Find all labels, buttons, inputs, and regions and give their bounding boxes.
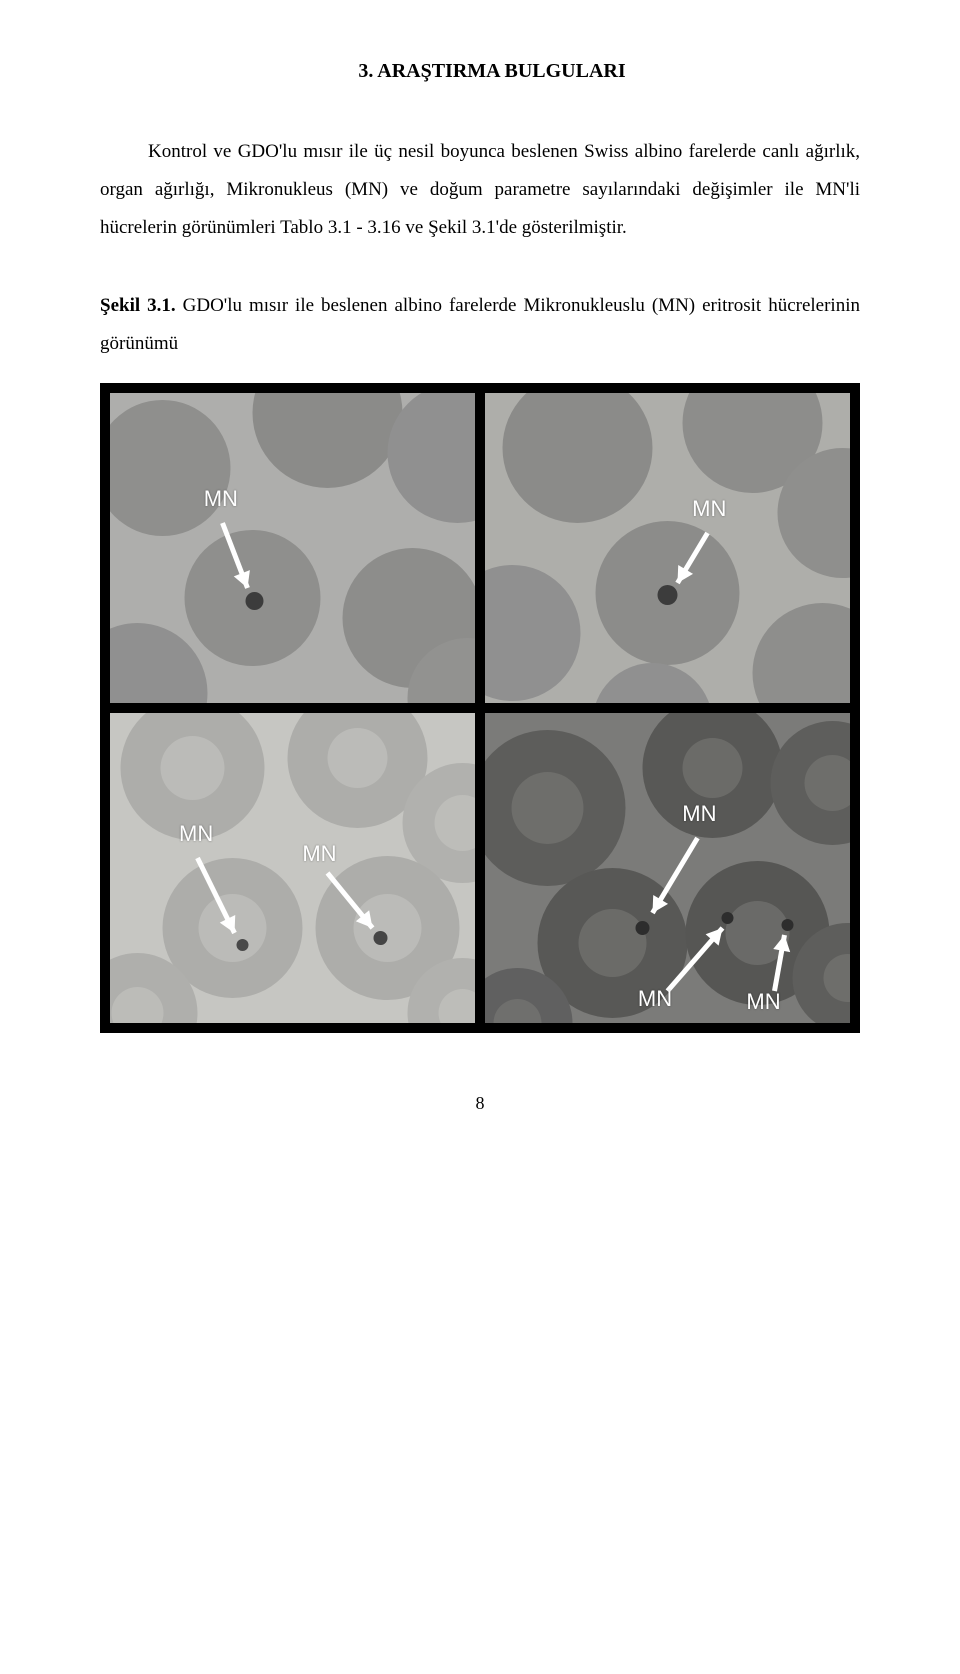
figure-panel: MNMNMN [485, 713, 850, 1023]
figure-caption: Şekil 3.1. GDO'lu mısır ile beslenen alb… [100, 287, 860, 363]
figure-label: Şekil 3.1. [100, 295, 176, 316]
figure-panel: MN [110, 393, 475, 703]
figure-caption-text: GDO'lu mısır ile beslenen albino fareler… [100, 295, 860, 354]
section-heading: 3. ARAŞTIRMA BULGULARI [100, 60, 860, 83]
figure-panel: MN [485, 393, 850, 703]
mn-dot [782, 919, 794, 931]
body-paragraph: Kontrol ve GDO'lu mısır ile üç nesil boy… [100, 133, 860, 247]
figure-panel: MNMN [110, 713, 475, 1023]
page-number: 8 [100, 1093, 860, 1114]
mn-dot [658, 585, 678, 605]
mn-dot [246, 592, 264, 610]
figure-grid: MNMNMNMNMNMNMN [100, 383, 860, 1033]
mn-dot [636, 921, 650, 935]
mn-dot [237, 939, 249, 951]
mn-dot [722, 912, 734, 924]
mn-dot [374, 931, 388, 945]
